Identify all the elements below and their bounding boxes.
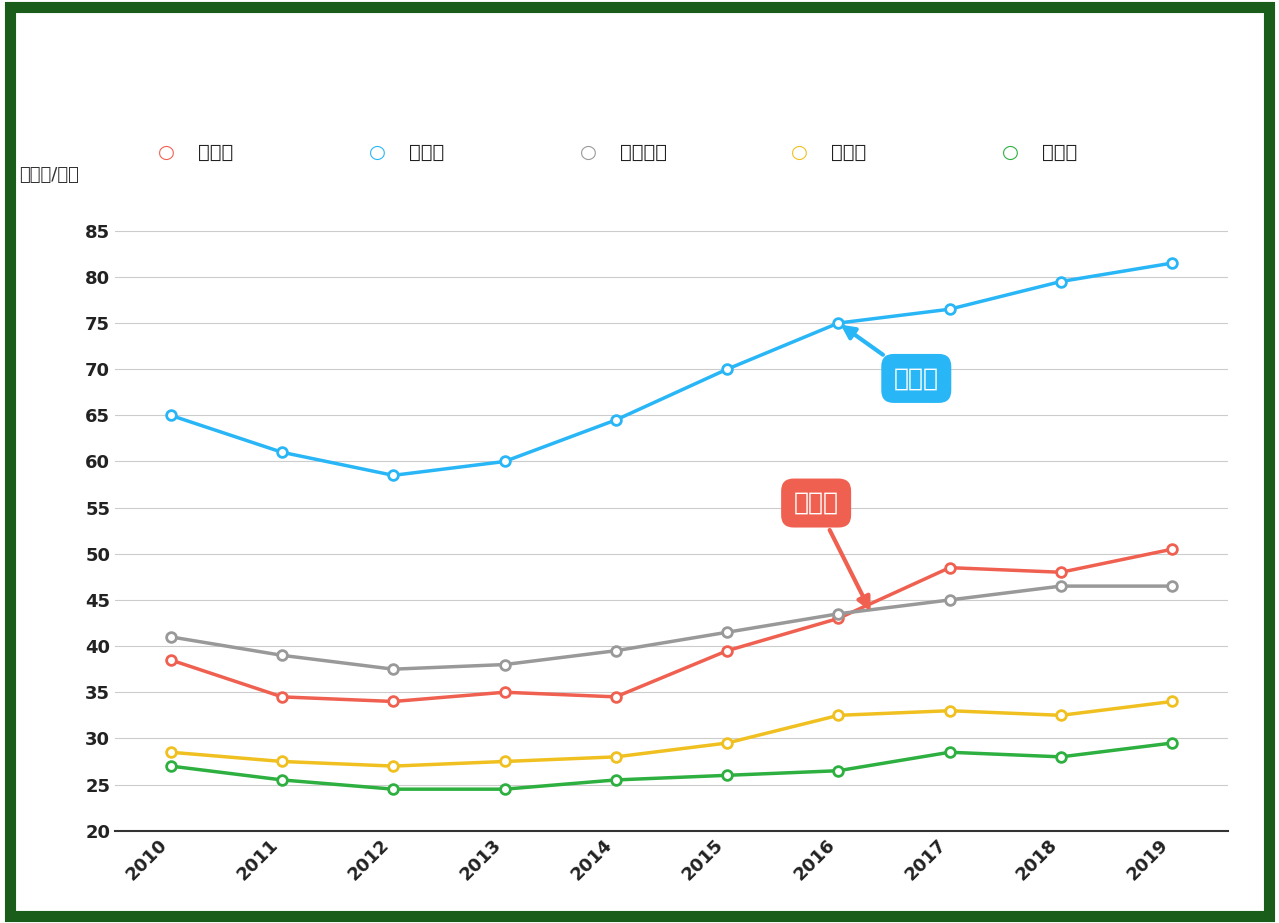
Text: 足立区: 足立区 [198,143,234,162]
Text: 埼玉県: 埼玉県 [831,143,867,162]
Text: ○: ○ [157,143,175,162]
Text: （万円/㎡）: （万円/㎡） [19,166,79,185]
Text: ○: ○ [579,143,597,162]
Text: 足立区: 足立区 [794,491,868,607]
Text: 東京都: 東京都 [844,328,939,390]
Text: ○: ○ [1001,143,1019,162]
Text: 中古マンション年間平均㎡単価推移: 中古マンション年間平均㎡単価推移 [519,48,785,77]
Text: 千葉県: 千葉県 [1042,143,1078,162]
Text: ○: ○ [368,143,386,162]
Text: 神奈川県: 神奈川県 [620,143,668,162]
Text: 東京都: 東京都 [409,143,445,162]
Text: ○: ○ [790,143,808,162]
